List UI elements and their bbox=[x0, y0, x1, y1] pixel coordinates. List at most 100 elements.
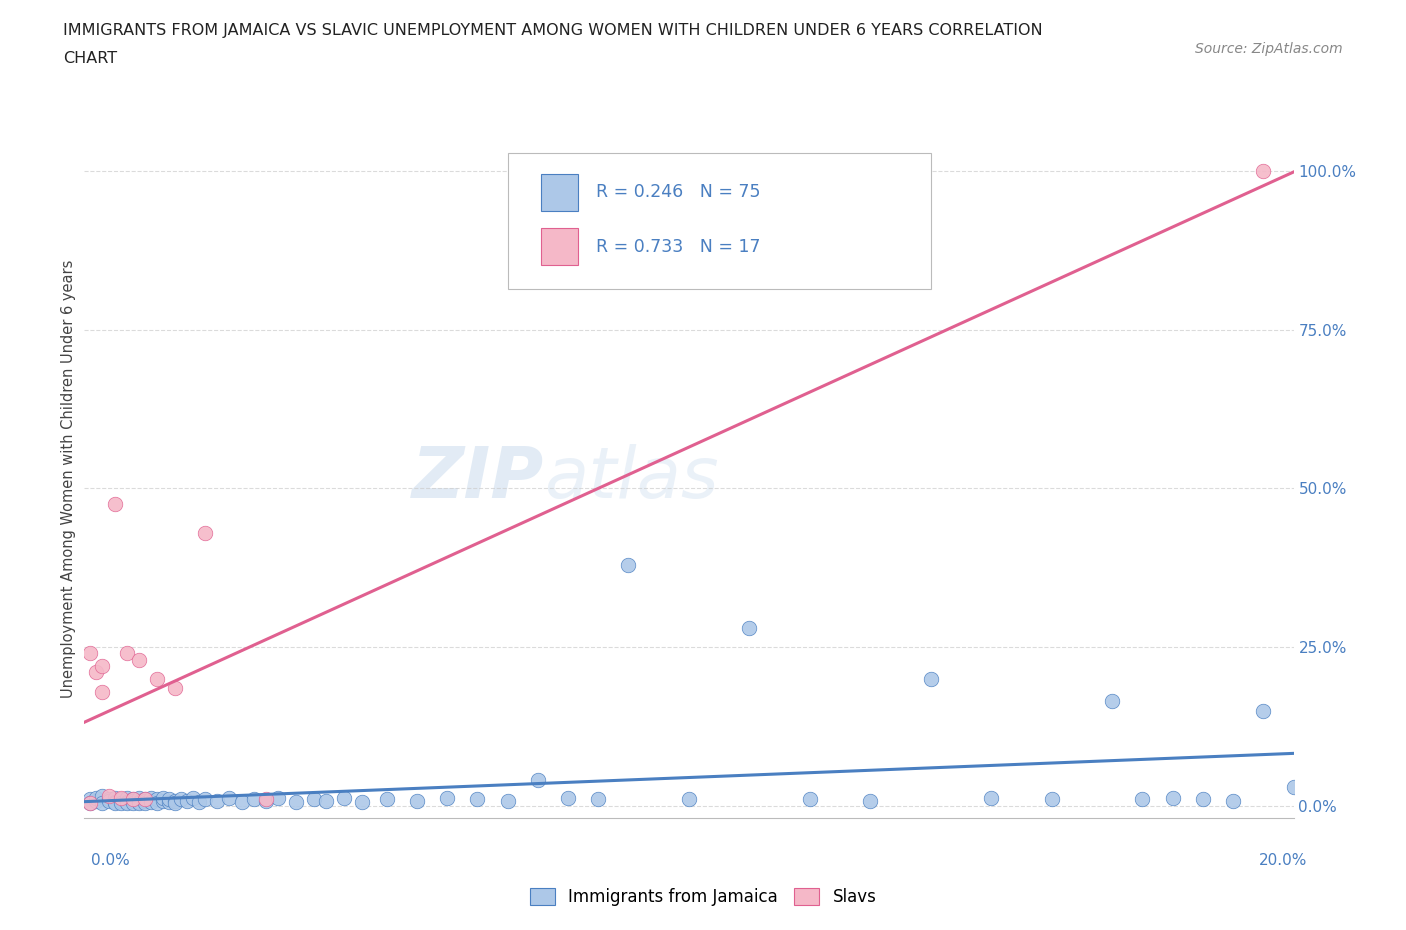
FancyBboxPatch shape bbox=[541, 228, 578, 265]
Point bbox=[79, 795, 101, 810]
Point bbox=[146, 795, 169, 810]
Point bbox=[91, 789, 114, 804]
Point bbox=[254, 793, 277, 808]
Point bbox=[97, 792, 120, 807]
FancyBboxPatch shape bbox=[508, 153, 931, 289]
Point bbox=[121, 793, 143, 808]
Point bbox=[231, 794, 253, 809]
Point bbox=[110, 795, 132, 810]
Point bbox=[110, 790, 132, 805]
FancyBboxPatch shape bbox=[541, 174, 578, 211]
Point bbox=[194, 792, 217, 807]
Point bbox=[146, 671, 169, 686]
Point bbox=[1040, 792, 1063, 807]
Point bbox=[333, 790, 356, 805]
Point bbox=[104, 796, 127, 811]
Point bbox=[375, 792, 398, 807]
Point bbox=[146, 792, 169, 807]
Point bbox=[406, 793, 429, 808]
Point bbox=[139, 794, 162, 809]
Point bbox=[1161, 790, 1184, 805]
Point bbox=[1251, 703, 1274, 718]
Point bbox=[134, 793, 156, 808]
Text: R = 0.246   N = 75: R = 0.246 N = 75 bbox=[596, 183, 761, 202]
Text: R = 0.733   N = 17: R = 0.733 N = 17 bbox=[596, 238, 761, 256]
Point bbox=[588, 792, 610, 807]
Point bbox=[115, 646, 138, 661]
Point bbox=[104, 497, 127, 512]
Legend: Immigrants from Jamaica, Slavs: Immigrants from Jamaica, Slavs bbox=[523, 881, 883, 912]
Point bbox=[1222, 793, 1244, 808]
Point bbox=[170, 792, 193, 807]
Point bbox=[91, 658, 114, 673]
Text: 20.0%: 20.0% bbox=[1260, 853, 1308, 868]
Point bbox=[134, 795, 156, 810]
Point bbox=[134, 792, 156, 807]
Point bbox=[79, 792, 101, 807]
Text: CHART: CHART bbox=[63, 51, 117, 66]
Point bbox=[110, 793, 132, 808]
Point bbox=[128, 794, 150, 809]
Point bbox=[115, 796, 138, 811]
Point bbox=[86, 793, 108, 808]
Point bbox=[86, 665, 108, 680]
Point bbox=[121, 792, 143, 807]
Point bbox=[152, 790, 174, 805]
Point bbox=[91, 684, 114, 699]
Point bbox=[110, 792, 132, 807]
Point bbox=[121, 795, 143, 810]
Point bbox=[526, 773, 548, 788]
Point bbox=[859, 793, 882, 808]
Point bbox=[91, 795, 114, 810]
Point bbox=[436, 790, 458, 805]
Point bbox=[284, 794, 308, 809]
Point bbox=[163, 795, 186, 810]
Point bbox=[496, 793, 519, 808]
Point bbox=[115, 794, 138, 809]
Point bbox=[352, 794, 374, 809]
Point bbox=[1191, 792, 1213, 807]
Point bbox=[79, 795, 101, 810]
Point bbox=[188, 794, 211, 809]
Point bbox=[157, 794, 180, 809]
Point bbox=[139, 790, 162, 805]
Point bbox=[134, 792, 156, 807]
Point bbox=[738, 620, 761, 635]
Point bbox=[218, 790, 240, 805]
Point bbox=[1101, 694, 1123, 709]
Point bbox=[157, 792, 180, 807]
Point bbox=[115, 790, 138, 805]
Point bbox=[104, 794, 127, 809]
Text: ZIP: ZIP bbox=[412, 445, 544, 513]
Point bbox=[121, 792, 143, 807]
Point bbox=[194, 525, 217, 540]
Point bbox=[980, 790, 1002, 805]
Point bbox=[617, 557, 640, 572]
Point bbox=[467, 792, 489, 807]
Point bbox=[920, 671, 942, 686]
Text: Source: ZipAtlas.com: Source: ZipAtlas.com bbox=[1195, 42, 1343, 56]
Point bbox=[128, 796, 150, 811]
Point bbox=[242, 792, 264, 807]
Point bbox=[207, 793, 229, 808]
Point bbox=[163, 793, 186, 808]
Point bbox=[163, 681, 186, 696]
Text: IMMIGRANTS FROM JAMAICA VS SLAVIC UNEMPLOYMENT AMONG WOMEN WITH CHILDREN UNDER 6: IMMIGRANTS FROM JAMAICA VS SLAVIC UNEMPL… bbox=[63, 23, 1043, 38]
Text: atlas: atlas bbox=[544, 445, 718, 513]
Point bbox=[181, 790, 204, 805]
Point bbox=[128, 652, 150, 667]
Point bbox=[267, 790, 290, 805]
Y-axis label: Unemployment Among Women with Children Under 6 years: Unemployment Among Women with Children U… bbox=[60, 259, 76, 698]
Point bbox=[128, 790, 150, 805]
Text: 0.0%: 0.0% bbox=[91, 853, 131, 868]
Point bbox=[79, 646, 101, 661]
Point bbox=[104, 790, 127, 805]
Point bbox=[678, 792, 700, 807]
Point bbox=[1130, 792, 1153, 807]
Point bbox=[302, 792, 325, 807]
Point bbox=[1251, 164, 1274, 179]
Point bbox=[799, 792, 821, 807]
Point bbox=[176, 793, 198, 808]
Point bbox=[97, 793, 120, 808]
Point bbox=[86, 790, 108, 805]
